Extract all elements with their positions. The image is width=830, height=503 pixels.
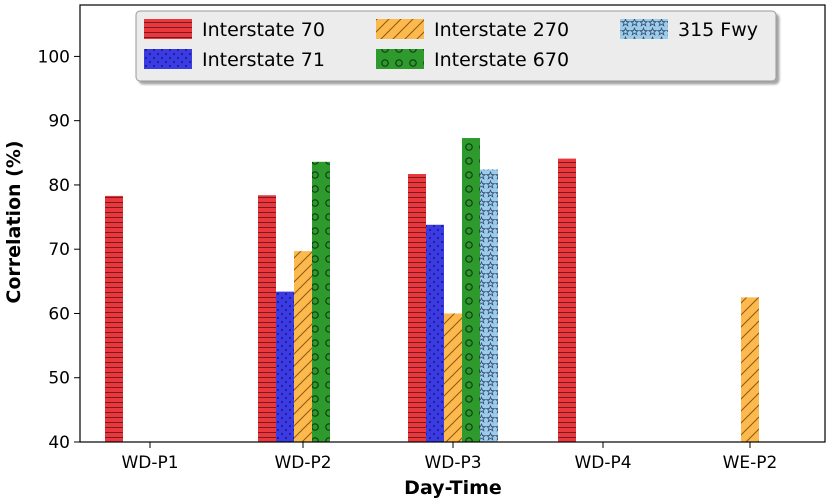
legend-label: Interstate 270 [434, 19, 569, 41]
y-axis-ticks: 40 50 60 70 80 90 100 [38, 47, 80, 453]
x-tick-label: WD-P1 [121, 453, 178, 473]
bar-interstate-670-wd-p2 [312, 161, 330, 442]
y-tick-label: 50 [48, 369, 70, 389]
legend-label: Interstate 71 [202, 49, 325, 71]
bar-interstate-70-wd-p4 [558, 158, 576, 442]
y-tick-label: 60 [48, 304, 70, 324]
x-axis-title: Day-Time [404, 477, 502, 499]
legend-label: 315 Fwy [678, 19, 758, 41]
y-tick-label: 90 [48, 112, 70, 132]
y-axis-title: Correlation (%) [3, 140, 25, 303]
x-tick-label: WD-P3 [424, 453, 481, 473]
legend-label: Interstate 70 [202, 19, 325, 41]
bar-interstate-71-wd-p3 [426, 224, 444, 442]
x-tick-label: WD-P4 [574, 453, 631, 473]
bar-interstate-70-wd-p2 [258, 195, 276, 442]
legend: Interstate 70 Interstate 71 Interstate 270… [135, 10, 777, 82]
x-axis-ticks: WD-P1 WD-P2 WD-P3 WD-P4 WE-P2 [121, 442, 777, 473]
bar-interstate-270-wd-p3 [444, 313, 462, 442]
legend-box [135, 10, 777, 82]
y-tick-label: 100 [38, 47, 70, 67]
legend-swatch [376, 19, 424, 39]
bar-315-fwy-wd-p3 [480, 169, 498, 443]
x-tick-label: WE-P2 [723, 453, 778, 473]
bar-interstate-70-wd-p3 [408, 174, 426, 442]
bar-interstate-270-wd-p2 [294, 251, 312, 442]
legend-label: Interstate 670 [434, 49, 569, 71]
bar-interstate-270-we-p2 [741, 297, 759, 442]
bar-interstate-70-wd-p1 [105, 195, 123, 442]
bar-interstate-71-wd-p2 [276, 291, 294, 442]
y-tick-label: 40 [48, 433, 70, 453]
y-tick-label: 70 [48, 240, 70, 260]
legend-swatch [376, 49, 424, 69]
legend-swatch [144, 49, 192, 69]
legend-swatch [144, 19, 192, 39]
plot-frame [79, 4, 826, 443]
bars-group [105, 138, 759, 443]
legend-swatch [620, 19, 668, 39]
x-tick-label: WD-P2 [274, 453, 331, 473]
y-tick-label: 80 [48, 176, 70, 196]
bar-interstate-670-wd-p3 [462, 138, 480, 442]
